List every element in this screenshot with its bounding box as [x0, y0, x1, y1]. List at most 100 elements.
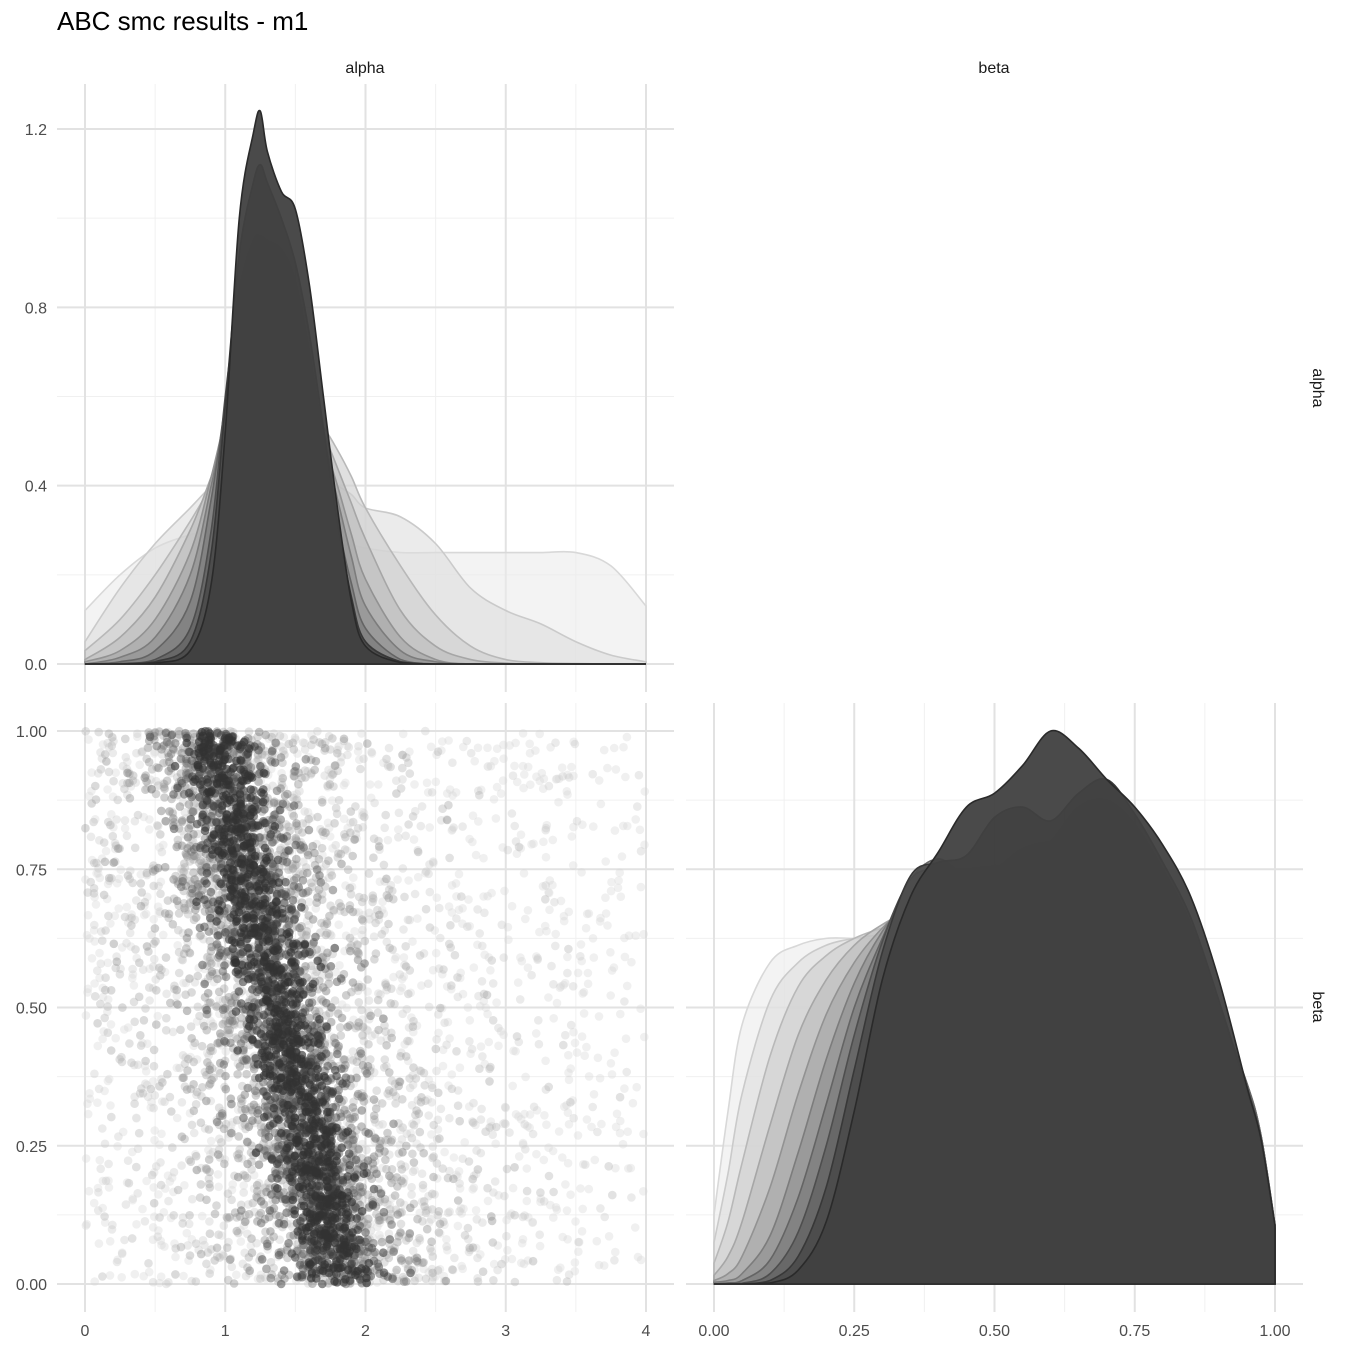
scatter-point — [166, 1213, 176, 1223]
scatter-point — [487, 956, 497, 965]
scatter-point — [147, 930, 156, 939]
scatter-point — [400, 892, 409, 902]
scatter-point — [176, 754, 186, 763]
scatter-point — [145, 964, 154, 973]
scatter-point — [266, 1227, 275, 1236]
scatter-point — [291, 869, 301, 879]
scatter-point — [636, 846, 646, 856]
scatter-point — [413, 1096, 423, 1105]
scatter-point — [379, 758, 388, 768]
scatter-point — [149, 1168, 159, 1177]
scatter-point — [554, 774, 564, 784]
scatter-point — [133, 1060, 143, 1070]
scatter-point — [354, 1018, 364, 1027]
scatter-point — [187, 1235, 197, 1244]
scatter-point — [470, 756, 480, 766]
scatter-point — [483, 891, 492, 901]
scatter-point — [189, 1128, 199, 1138]
scatter-point — [428, 965, 438, 975]
scatter-point — [312, 865, 322, 874]
scatter-point — [428, 1272, 438, 1282]
scatter-point — [518, 729, 528, 738]
scatter-point — [167, 730, 177, 740]
scatter-point — [335, 906, 345, 915]
scatter-point — [567, 832, 577, 841]
scatter-point — [367, 747, 376, 757]
scatter-point — [438, 737, 447, 746]
scatter-point — [180, 903, 189, 913]
scatter-point — [431, 1272, 440, 1281]
scatter-point — [385, 1171, 394, 1181]
scatter-point — [178, 1219, 187, 1228]
scatter-point — [205, 1065, 214, 1075]
scatter-point — [427, 1247, 436, 1256]
scatter-point — [345, 933, 355, 943]
scatter-point — [606, 991, 615, 1000]
scatter-point — [639, 1129, 648, 1139]
scatter-point — [143, 743, 153, 753]
scatter-point — [448, 791, 457, 800]
scatter-point — [564, 1075, 574, 1085]
scatter-point — [420, 1202, 429, 1211]
scatter-point — [357, 1106, 367, 1115]
scatter-point — [568, 861, 578, 870]
scatter-point — [324, 856, 333, 865]
scatter-point — [518, 1138, 528, 1148]
scatter-point — [341, 991, 351, 1000]
scatter-point — [362, 1145, 371, 1155]
scatter-point — [415, 1066, 424, 1075]
scatter-point — [444, 800, 453, 810]
scatter-point — [438, 1164, 448, 1173]
scatter-point — [610, 1256, 619, 1265]
scatter-point — [112, 815, 121, 824]
scatter-point — [198, 1083, 207, 1092]
scatter-point — [186, 1052, 195, 1062]
scatter-point — [160, 909, 170, 918]
scatter-point — [145, 825, 154, 834]
scatter-point — [539, 774, 549, 784]
scatter-point — [535, 729, 544, 739]
scatter-point — [409, 835, 419, 844]
scatter-point — [128, 1147, 137, 1157]
scatter-point — [301, 930, 311, 939]
scatter-point — [600, 1212, 609, 1222]
scatter-point — [221, 1071, 230, 1081]
scatter-point — [367, 749, 377, 758]
scatter-point — [116, 964, 125, 974]
scatter-point — [206, 1150, 215, 1159]
scatter-point — [184, 905, 194, 915]
scatter-point — [357, 1005, 366, 1015]
scatter-point — [397, 1165, 407, 1174]
scatter-point — [147, 784, 156, 794]
scatter-point — [227, 1099, 236, 1109]
scatter-point — [547, 961, 556, 971]
scatter-point — [99, 838, 109, 847]
scatter-point — [528, 1256, 538, 1266]
scatter-point — [130, 1099, 139, 1108]
scatter-point — [109, 776, 118, 786]
scatter-point — [385, 1235, 395, 1244]
scatter-point — [93, 769, 103, 778]
scatter-point — [412, 1253, 422, 1263]
scatter-point — [570, 739, 580, 749]
scatter-point — [508, 1081, 517, 1091]
scatter-point — [214, 1066, 223, 1075]
scatter-point — [295, 923, 304, 933]
scatter-point — [323, 1039, 333, 1049]
scatter-point — [256, 1119, 266, 1129]
scatter-point — [95, 1155, 105, 1165]
scatter-point — [386, 762, 395, 772]
scatter-point — [213, 1150, 223, 1159]
scatter-point — [549, 1213, 558, 1222]
scatter-point — [151, 776, 161, 786]
scatter-point — [556, 896, 566, 906]
scatter-point — [234, 1153, 243, 1163]
scatter-point — [493, 1265, 502, 1275]
scatter-point — [363, 739, 372, 748]
scatter-point — [546, 1200, 555, 1210]
scatter-point — [201, 1164, 211, 1173]
scatter-point — [185, 891, 195, 901]
scatter-point — [380, 926, 390, 935]
scatter-point — [245, 1266, 254, 1275]
scatter-point — [465, 1016, 475, 1025]
